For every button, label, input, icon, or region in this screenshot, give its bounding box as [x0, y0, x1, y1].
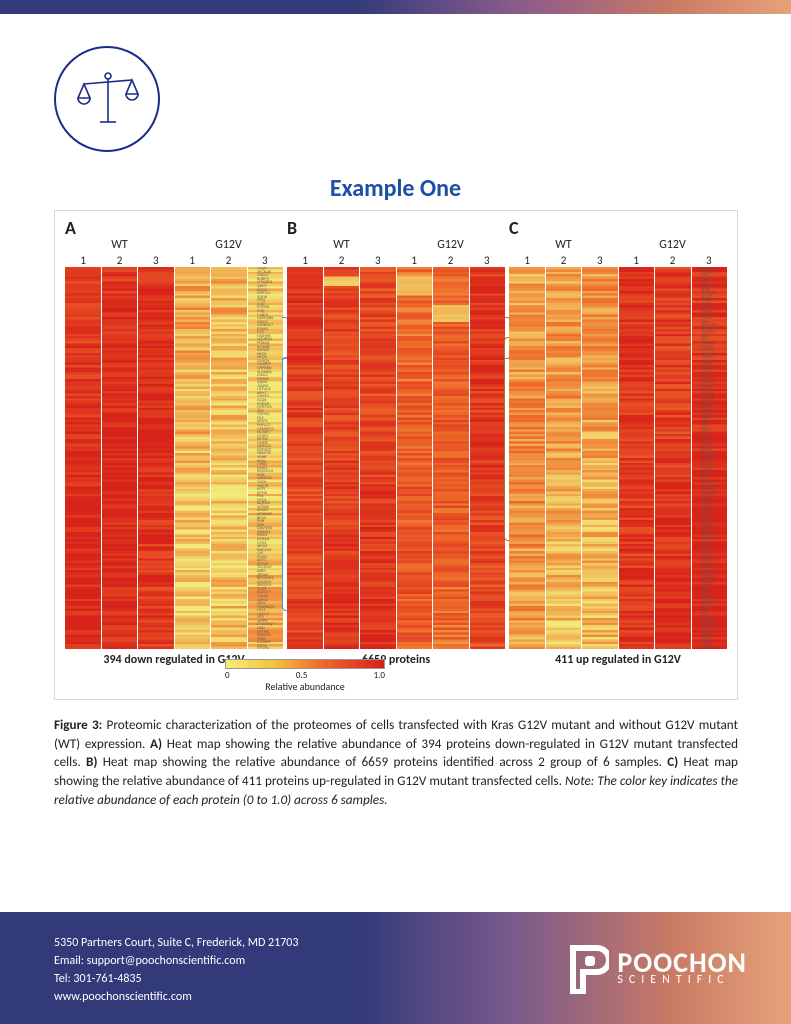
col-number: 1	[65, 254, 101, 267]
caption-part-tag: A)	[150, 735, 162, 752]
col-number: 1	[509, 254, 545, 267]
col-number: 1	[287, 254, 323, 267]
col-number: 3	[582, 254, 618, 267]
heatmap-column	[582, 267, 618, 649]
color-key-gradient	[225, 659, 385, 669]
heatmap-panels-row: AWTG12V123123TOQ6ZFCKU8CBKA7BQBP4LTXQBE5…	[65, 219, 727, 667]
col-number: 3	[691, 254, 727, 267]
col-number: 2	[432, 254, 468, 267]
key-label: Relative abundance	[225, 680, 385, 693]
key-tick: 0	[225, 670, 230, 681]
col-group-label: WT	[65, 239, 174, 252]
panel-letter: A	[65, 219, 283, 237]
caption-label: Figure 3:	[54, 716, 102, 733]
page-title: Example One	[0, 174, 791, 203]
top-gradient-bar	[0, 0, 791, 14]
heatmap-column	[102, 267, 138, 649]
col-group-label: WT	[509, 239, 618, 252]
col-number: 3	[469, 254, 505, 267]
heatmap-column	[65, 267, 101, 649]
heatmap-column	[175, 267, 211, 649]
heatmap-column	[509, 267, 545, 649]
heatmap-column	[324, 267, 360, 649]
brand-p-icon	[567, 942, 609, 994]
caption-part-text: Heat map showing the relative abundance …	[97, 753, 667, 770]
panel-letter: C	[509, 219, 727, 237]
col-group-label: G12V	[174, 239, 283, 252]
col-number: 2	[210, 254, 246, 267]
heatmap-panel-C: CWTG12V123123UJNJRI1PMRM9OPL7YGHT0NSSKGM…	[509, 219, 727, 667]
heatmap-column	[470, 267, 506, 649]
heatmap-panel-A: AWTG12V123123TOQ6ZFCKU8CBKA7BQBP4LTXQBE5…	[65, 219, 283, 667]
heatmap-column	[248, 267, 284, 649]
col-number: 3	[138, 254, 174, 267]
col-group-label: WT	[287, 239, 396, 252]
col-number: 1	[618, 254, 654, 267]
heatmap-column	[138, 267, 174, 649]
heatmap-column	[433, 267, 469, 649]
figure-3-heatmaps: AWTG12V123123TOQ6ZFCKU8CBKA7BQBP4LTXQBE5…	[54, 210, 738, 700]
brand-logo: POOCHON SCIENTIFIC	[567, 942, 747, 994]
brand-name-top: POOCHON	[617, 951, 747, 975]
brand-name-bottom: SCIENTIFIC	[617, 975, 747, 985]
heatmap-panel-B: BWTG12V123123411 IDs Ratio <1.5, p<0.01,…	[287, 219, 505, 667]
col-number: 2	[654, 254, 690, 267]
col-number: 2	[323, 254, 359, 267]
heatmap-column	[211, 267, 247, 649]
figure-caption: Figure 3: Proteomic characterization of …	[54, 716, 738, 810]
col-number: 3	[247, 254, 283, 267]
key-tick: 1.0	[374, 670, 385, 681]
panel-letter: B	[287, 219, 505, 237]
heatmap-column	[692, 267, 728, 649]
col-number: 1	[396, 254, 432, 267]
heatmap-column	[287, 267, 323, 649]
col-number: 2	[545, 254, 581, 267]
heatmap-column	[397, 267, 433, 649]
caption-part-tag: C)	[667, 753, 678, 770]
heatmap-column	[360, 267, 396, 649]
heatmap-column	[619, 267, 655, 649]
page-footer: 5350 Partners Court, Suite C, Frederick,…	[0, 912, 791, 1024]
panel-caption: 411 up regulated in G12V	[509, 653, 727, 667]
heatmap-body: UJNJRI1PMRM9OPL7YGHT0NSSKGMYX0WVMYCNJQSX…	[509, 267, 727, 649]
col-group-label: G12V	[396, 239, 505, 252]
col-number: 2	[101, 254, 137, 267]
col-group-label: G12V	[618, 239, 727, 252]
balance-scale-logo	[54, 46, 160, 152]
heatmap-column	[655, 267, 691, 649]
col-number: 3	[360, 254, 396, 267]
heatmap-column	[546, 267, 582, 649]
heatmap-body: 411 IDs Ratio <1.5, p<0.01, n=3	[287, 267, 505, 649]
color-key: 0 0.5 1.0 Relative abundance	[225, 659, 385, 693]
caption-part-tag: B)	[86, 753, 98, 770]
heatmap-body: TOQ6ZFCKU8CBKA7BQBP4LTXQBE5QDE9DUIT4DHPY…	[65, 267, 283, 649]
col-number: 1	[174, 254, 210, 267]
